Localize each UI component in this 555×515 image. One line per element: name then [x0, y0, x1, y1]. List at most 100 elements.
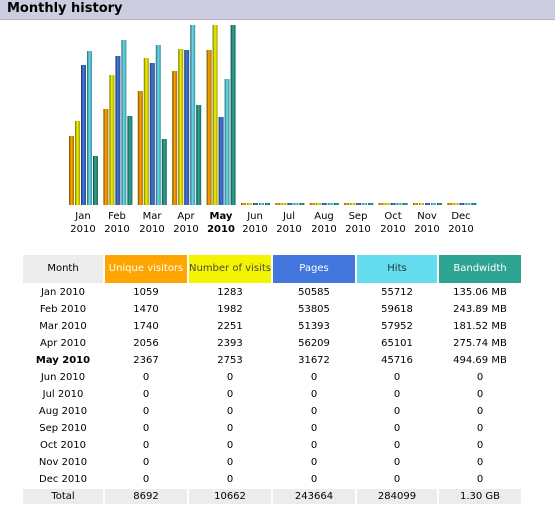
month-year: 2010 [345, 224, 371, 235]
row-pages: 51393 [298, 321, 330, 332]
bar-pages-2 [149, 63, 155, 205]
month-name: Mar [142, 211, 162, 222]
total-visits: 10662 [189, 489, 271, 504]
row-pages: 0 [310, 406, 318, 417]
row-visits: 2753 [217, 355, 243, 366]
bar-hits-9 [396, 203, 402, 205]
chart-month-label: Feb 2010 [99, 210, 135, 236]
row-unique: 1470 [133, 304, 159, 315]
row-visits: 0 [226, 474, 234, 485]
bar-visits-7 [315, 203, 321, 205]
row-visits: 2251 [217, 321, 243, 332]
month-year: 2010 [276, 224, 302, 235]
row-hits: 0 [393, 389, 401, 400]
row-visits: 0 [226, 389, 234, 400]
bar-hits-1 [121, 40, 127, 205]
bar-hits-0 [87, 51, 92, 205]
row-month: Apr 2010 [40, 338, 86, 349]
row-bandwidth: 243.89 MB [453, 304, 507, 315]
monthly-history-chart [69, 25, 477, 205]
month-year: 2010 [380, 224, 406, 235]
month-year: 2010 [104, 224, 130, 235]
row-visits: 0 [226, 372, 234, 383]
row-unique: 0 [142, 474, 150, 485]
bar-visits-0 [75, 121, 80, 205]
row-month: Nov 2010 [38, 457, 88, 468]
bar-unique-8 [344, 203, 350, 205]
row-month: Oct 2010 [40, 440, 86, 451]
month-name: Nov [417, 211, 437, 222]
total-bandwidth: 1.30 GB [439, 489, 521, 504]
row-month: Sep 2010 [39, 423, 87, 434]
bar-unique-4 [206, 50, 212, 205]
row-pages: 56209 [298, 338, 330, 349]
row-pages: 0 [310, 372, 318, 383]
month-name: Jan [75, 211, 91, 222]
month-year: 2010 [70, 224, 96, 235]
row-hits: 65101 [381, 338, 413, 349]
chart-month-label: Oct 2010 [375, 210, 411, 236]
row-hits: 57952 [381, 321, 413, 332]
row-month: Aug 2010 [38, 406, 88, 417]
row-unique: 2056 [133, 338, 159, 349]
bar-visits-6 [281, 203, 287, 205]
row-hits: 45716 [381, 355, 413, 366]
row-pages: 53805 [298, 304, 330, 315]
bar-bandwidth-2 [161, 139, 167, 205]
total-pages: 243664 [273, 489, 355, 504]
month-name: Feb [108, 211, 126, 222]
month-year: 2010 [139, 224, 165, 235]
table-row: Jun 2010 0 0 0 0 0 [23, 370, 521, 385]
month-name: Sep [348, 211, 368, 222]
month-year: 2010 [242, 224, 268, 235]
header-unique-visitors: Unique visitors [105, 255, 187, 283]
month-name: May [209, 211, 233, 222]
total-unique: 8692 [105, 489, 187, 504]
row-unique: 0 [142, 406, 150, 417]
bar-pages-5 [253, 203, 258, 205]
bar-visits-4 [212, 25, 218, 205]
bar-hits-2 [155, 45, 161, 205]
chart-month-label: Mar 2010 [134, 210, 170, 236]
table-row: Oct 2010 0 0 0 0 0 [23, 438, 521, 453]
row-visits: 0 [226, 423, 234, 434]
month-year: 2010 [207, 224, 235, 235]
section-title: Monthly history [7, 1, 123, 16]
row-unique: 1059 [133, 287, 159, 298]
row-bandwidth: 181.52 MB [453, 321, 507, 332]
bar-visits-8 [350, 203, 356, 205]
bar-unique-9 [378, 203, 384, 205]
row-unique: 0 [142, 372, 150, 383]
bar-unique-10 [413, 203, 418, 205]
row-unique: 0 [142, 389, 150, 400]
row-month: Mar 2010 [39, 321, 87, 332]
row-month: Feb 2010 [39, 304, 87, 315]
row-visits: 2393 [217, 338, 243, 349]
row-month: Jan 2010 [40, 287, 86, 298]
row-bandwidth: 0 [476, 389, 484, 400]
row-bandwidth: 0 [476, 406, 484, 417]
row-month: Jul 2010 [42, 389, 84, 400]
row-bandwidth: 135.06 MB [453, 287, 507, 298]
bar-bandwidth-3 [196, 105, 202, 205]
bar-pages-8 [356, 203, 362, 205]
row-hits: 0 [393, 440, 401, 451]
row-month: May 2010 [35, 355, 91, 366]
chart-month-label: Jan 2010 [65, 210, 101, 236]
chart-month-label: Apr 2010 [168, 210, 204, 236]
row-bandwidth: 0 [476, 440, 484, 451]
bar-unique-11 [447, 203, 453, 205]
header-pages: Pages [273, 255, 355, 283]
bar-pages-1 [115, 56, 121, 205]
header-month: Month [23, 255, 103, 283]
bar-bandwidth-7 [333, 203, 339, 205]
bar-bandwidth-9 [402, 203, 408, 205]
row-unique: 1740 [133, 321, 159, 332]
row-hits: 55712 [381, 287, 413, 298]
row-pages: 0 [310, 474, 318, 485]
table-header-row: Month Unique visitors Number of visits P… [23, 255, 521, 283]
bar-unique-3 [172, 71, 178, 205]
table-row: Nov 2010 0 0 0 0 0 [23, 455, 521, 470]
bar-unique-2 [137, 91, 143, 205]
table-row: Mar 2010 1740 2251 51393 57952 181.52 MB [23, 319, 521, 334]
